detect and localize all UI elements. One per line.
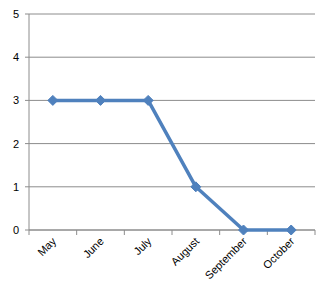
- marker: [48, 95, 58, 105]
- marker: [239, 225, 249, 235]
- x-tick-label: August: [169, 235, 202, 268]
- y-tick-label: 4: [13, 51, 19, 63]
- x-tick-label: September: [202, 235, 249, 282]
- x-tick: [124, 230, 125, 235]
- x-tick-label: June: [81, 235, 106, 260]
- x-tick: [172, 230, 173, 235]
- x-tick: [29, 230, 30, 235]
- y-tick-label: 0: [13, 224, 19, 236]
- marker: [286, 225, 296, 235]
- marker: [191, 182, 201, 192]
- y-tick-label: 1: [13, 181, 19, 193]
- x-tick-label: May: [35, 235, 59, 259]
- plot-area: [48, 95, 296, 235]
- chart: 0 1 2 3 4 5 May June July AugustSeptember October: [0, 0, 325, 302]
- y-tick: [25, 57, 29, 58]
- x-tick-label: October: [260, 235, 296, 271]
- marker: [143, 95, 153, 105]
- x-tick-label: July: [131, 235, 154, 258]
- y-axis: [29, 14, 30, 230]
- x-tick: [219, 230, 220, 235]
- y-tick: [25, 14, 29, 15]
- grid-line: [29, 186, 315, 187]
- line: [53, 100, 291, 230]
- y-tick: [25, 186, 29, 187]
- y-tick-label: 5: [13, 8, 19, 20]
- y-tick: [25, 143, 29, 144]
- grid-line: [29, 14, 315, 15]
- marker: [96, 95, 106, 105]
- grid-line: [29, 57, 315, 58]
- x-tick: [315, 230, 316, 235]
- y-tick-label: 3: [13, 94, 19, 106]
- y-tick: [25, 100, 29, 101]
- x-tick: [76, 230, 77, 235]
- y-tick-label: 2: [13, 138, 19, 150]
- y-tick: [25, 230, 29, 231]
